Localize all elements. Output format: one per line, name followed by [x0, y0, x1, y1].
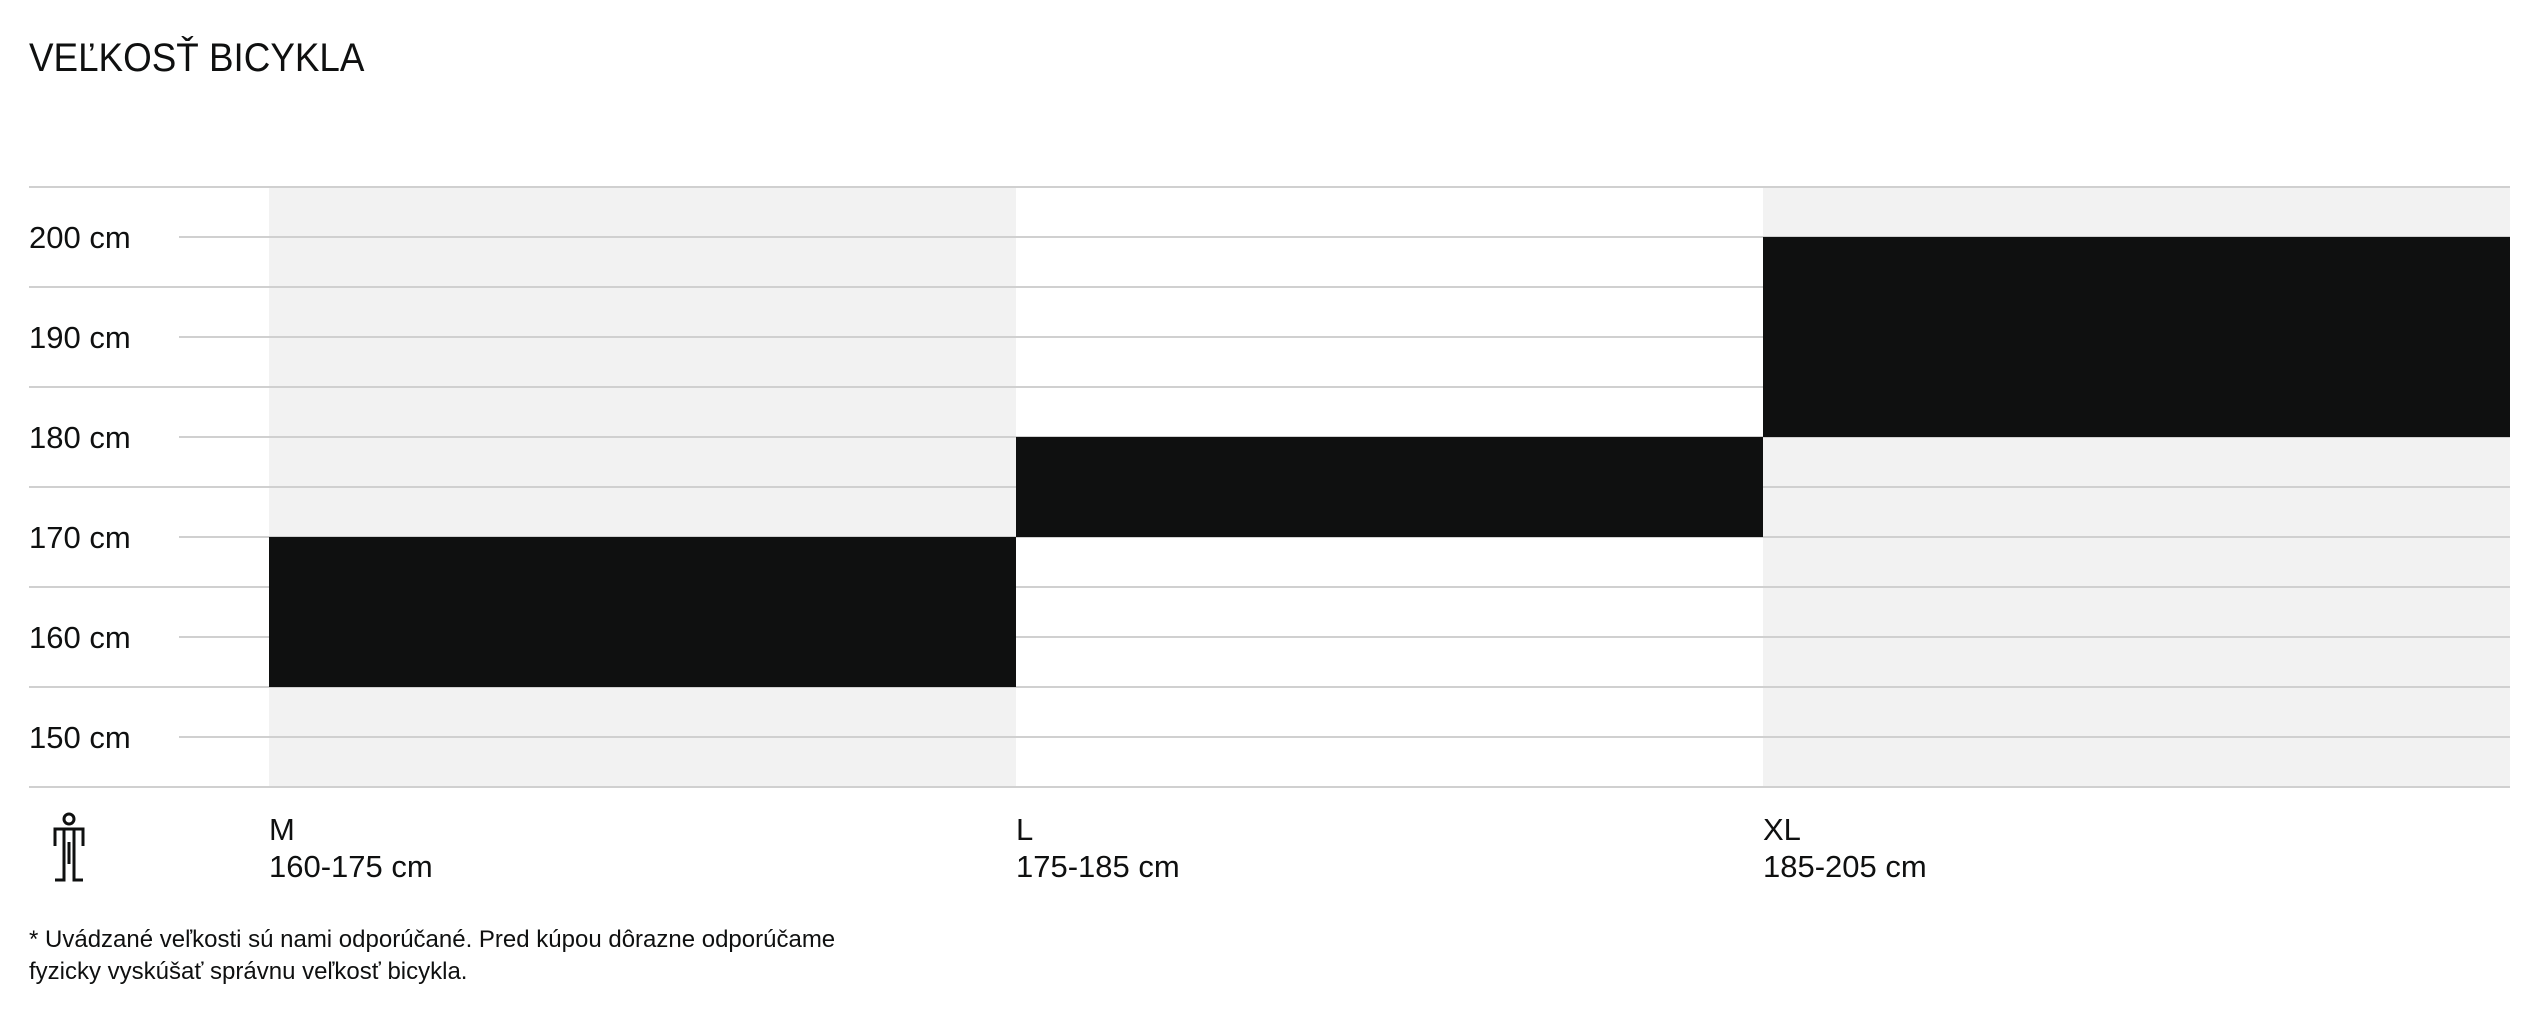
y-axis-ticks: 150 cm 160 cm 170 cm 180 cm 190 cm 200 cm — [29, 220, 131, 755]
y-tick-label: 180 cm — [29, 420, 131, 455]
y-tick-label: 150 cm — [29, 720, 131, 755]
bar-l — [1016, 437, 1763, 537]
y-tick-label: 200 cm — [29, 220, 131, 255]
size-range-xl: 185-205 cm — [1763, 849, 1927, 884]
size-range-m: 160-175 cm — [269, 849, 433, 884]
y-tick-label: 190 cm — [29, 320, 131, 355]
bar-m — [269, 537, 1016, 687]
y-tick-label: 160 cm — [29, 620, 131, 655]
footnote-line-2: fyzicky vyskúšať správnu veľkosť bicykla… — [29, 958, 468, 985]
size-range-l: 175-185 cm — [1016, 849, 1180, 884]
bar-xl — [1763, 237, 2510, 437]
person-height-icon — [53, 812, 85, 882]
size-label-m: M — [269, 812, 295, 847]
footnote: * Uvádzané veľkosti sú nami odporúčané. … — [29, 924, 1029, 988]
size-label-xl: XL — [1763, 812, 1801, 847]
chart-title: VEĽKOSŤ BICYKLA — [29, 36, 365, 80]
y-tick-label: 170 cm — [29, 520, 131, 555]
bars — [269, 237, 2510, 687]
footnote-line-1: * Uvádzané veľkosti sú nami odporúčané. … — [29, 926, 836, 953]
size-label-l: L — [1016, 812, 1034, 847]
